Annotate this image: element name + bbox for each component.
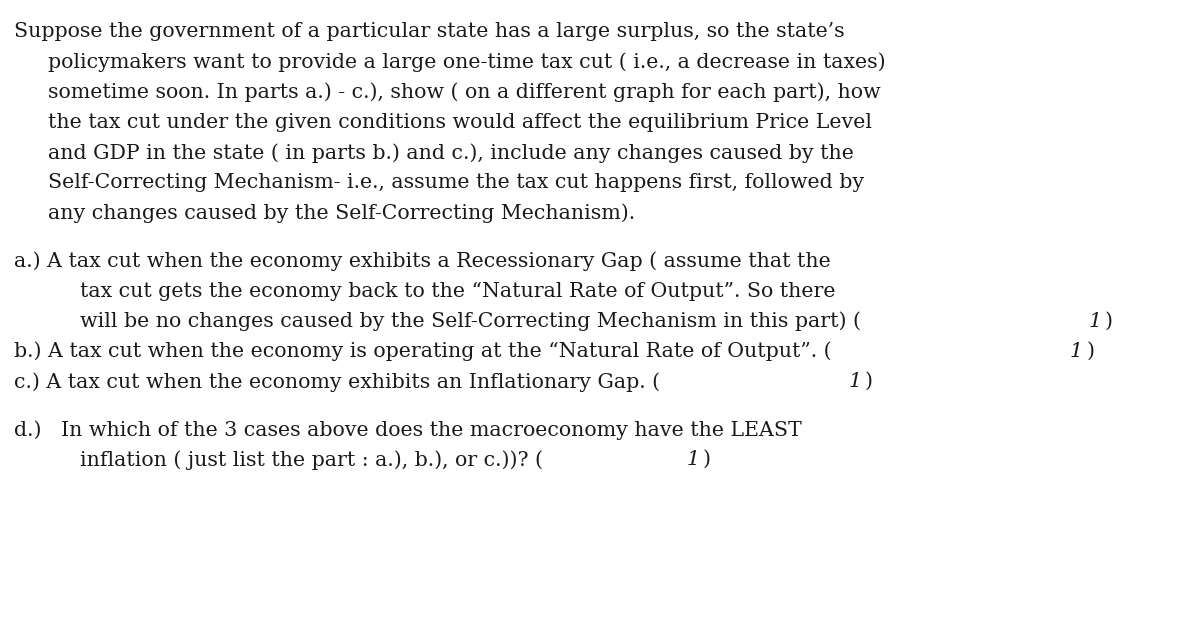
Text: d.)   In which of the 3 cases above does the macroeconomy have the LEAST: d.) In which of the 3 cases above does t… bbox=[14, 420, 802, 440]
Text: 1: 1 bbox=[1088, 312, 1102, 331]
Text: ): ) bbox=[1105, 312, 1112, 331]
Text: inflation ( just list the part : a.), b.), or c.))? (: inflation ( just list the part : a.), b.… bbox=[80, 450, 550, 470]
Text: tax cut gets the economy back to the “Natural Rate of Output”. So there: tax cut gets the economy back to the “Na… bbox=[80, 281, 836, 301]
Text: ): ) bbox=[865, 372, 872, 391]
Text: any changes caused by the Self-Correcting Mechanism).: any changes caused by the Self-Correctin… bbox=[48, 203, 635, 223]
Text: sometime soon. In parts a.) - c.), show ( on a different graph for each part), h: sometime soon. In parts a.) - c.), show … bbox=[48, 83, 881, 103]
Text: c.) A tax cut when the economy exhibits an Inflationary Gap. (: c.) A tax cut when the economy exhibits … bbox=[14, 372, 660, 392]
Text: 1: 1 bbox=[1069, 342, 1082, 361]
Text: b.) A tax cut when the economy is operating at the “Natural Rate of Output”. (: b.) A tax cut when the economy is operat… bbox=[14, 342, 832, 362]
Text: Suppose the government of a particular state has a large surplus, so the state’s: Suppose the government of a particular s… bbox=[14, 22, 845, 42]
Text: the tax cut under the given conditions would affect the equilibrium Price Level: the tax cut under the given conditions w… bbox=[48, 113, 872, 132]
Text: and GDP in the state ( in parts b.) and c.), include any changes caused by the: and GDP in the state ( in parts b.) and … bbox=[48, 143, 854, 163]
Text: Self-Correcting Mechanism- i.e., assume the tax cut happens first, followed by: Self-Correcting Mechanism- i.e., assume … bbox=[48, 173, 864, 192]
Text: 1: 1 bbox=[686, 450, 700, 469]
Text: will be no changes caused by the Self-Correcting Mechanism in this part) (: will be no changes caused by the Self-Co… bbox=[80, 312, 862, 331]
Text: policymakers want to provide a large one-time tax cut ( i.e., a decrease in taxe: policymakers want to provide a large one… bbox=[48, 53, 886, 72]
Text: a.) A tax cut when the economy exhibits a Recessionary Gap ( assume that the: a.) A tax cut when the economy exhibits … bbox=[14, 251, 832, 271]
Text: ): ) bbox=[1086, 342, 1094, 361]
Text: ): ) bbox=[703, 450, 710, 469]
Text: 1: 1 bbox=[848, 372, 862, 391]
